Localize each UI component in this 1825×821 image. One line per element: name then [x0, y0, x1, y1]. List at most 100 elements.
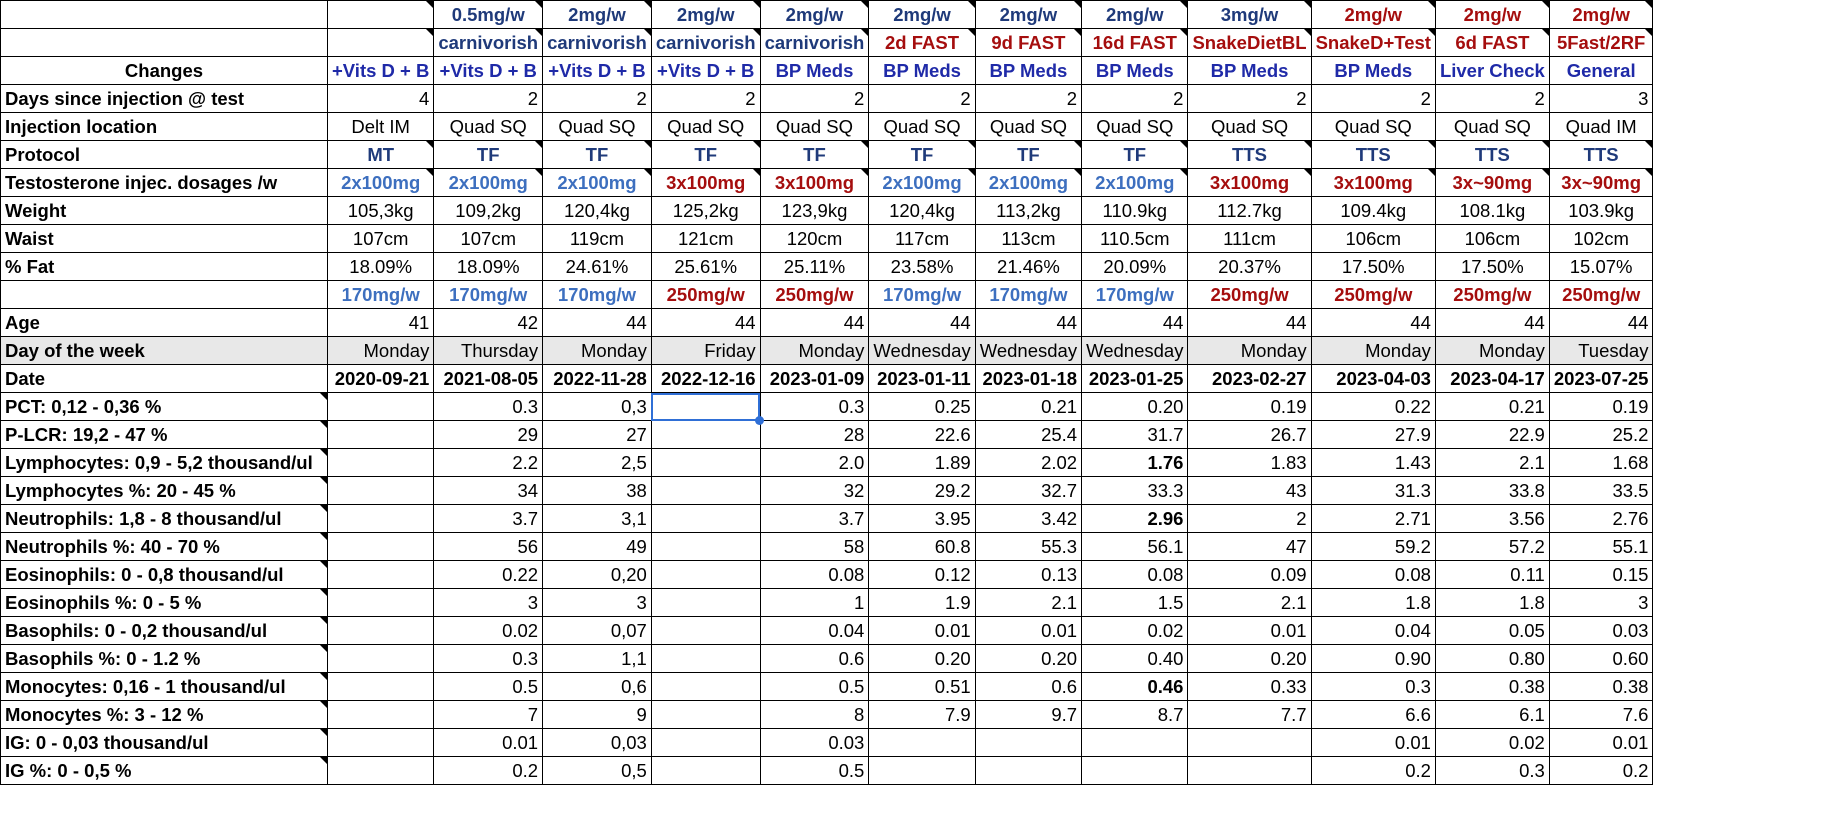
row-label[interactable]: Basophils %: 0 - 1.2 %: [0, 644, 328, 673]
table-cell[interactable]: 32.7: [974, 476, 1083, 505]
table-cell[interactable]: 33.3: [1081, 476, 1189, 505]
table-cell[interactable]: 0.19: [1548, 392, 1654, 421]
header-cell[interactable]: TF: [650, 140, 761, 169]
header-cell[interactable]: 109,2kg: [433, 196, 544, 225]
table-cell[interactable]: 2.96: [1081, 504, 1189, 533]
header-cell[interactable]: +Vits D + B: [542, 56, 652, 85]
table-cell[interactable]: [326, 616, 435, 645]
header-cell[interactable]: carnivorish: [433, 28, 544, 57]
table-cell[interactable]: 0.3: [1310, 672, 1436, 701]
table-cell[interactable]: 3: [433, 588, 544, 617]
table-cell[interactable]: 0.20: [1187, 644, 1312, 673]
header-cell[interactable]: 9d FAST: [974, 28, 1083, 57]
header-cell[interactable]: 117cm: [868, 224, 976, 253]
header-cell[interactable]: 250mg/w: [1187, 280, 1312, 309]
table-cell[interactable]: [650, 756, 761, 785]
header-cell[interactable]: 2mg/w: [650, 0, 761, 29]
header-cell[interactable]: 2021-08-05: [433, 364, 544, 393]
header-cell[interactable]: 20.09%: [1081, 252, 1189, 281]
table-cell[interactable]: [868, 756, 976, 785]
table-cell[interactable]: 7.7: [1187, 700, 1312, 729]
header-cell[interactable]: 18.09%: [326, 252, 435, 281]
table-cell[interactable]: 0.01: [1548, 728, 1654, 757]
header-cell[interactable]: +Vits D + B: [433, 56, 544, 85]
header-cell[interactable]: 2022-11-28: [542, 364, 652, 393]
table-cell[interactable]: 27.9: [1310, 420, 1436, 449]
header-cell[interactable]: Quad SQ: [974, 112, 1083, 141]
header-cell[interactable]: 2020-09-21: [326, 364, 435, 393]
table-cell[interactable]: 9: [542, 700, 652, 729]
header-cell[interactable]: 44: [1434, 308, 1550, 337]
header-cell[interactable]: 4: [326, 84, 435, 113]
header-cell[interactable]: 2mg/w: [868, 0, 976, 29]
header-cell[interactable]: 121cm: [650, 224, 761, 253]
table-cell[interactable]: 1.5: [1081, 588, 1189, 617]
header-cell[interactable]: 103.9kg: [1548, 196, 1654, 225]
table-cell[interactable]: 2.02: [974, 448, 1083, 477]
header-cell[interactable]: 3: [1548, 84, 1654, 113]
table-cell[interactable]: 0.19: [1187, 392, 1312, 421]
table-cell[interactable]: 0.15: [1548, 560, 1654, 589]
table-cell[interactable]: 0.04: [759, 616, 870, 645]
table-cell[interactable]: 0.2: [433, 756, 544, 785]
header-cell[interactable]: 2022-12-16: [650, 364, 761, 393]
header-cell[interactable]: 44: [868, 308, 976, 337]
table-cell[interactable]: [650, 392, 761, 421]
header-cell[interactable]: 2d FAST: [868, 28, 976, 57]
header-cell[interactable]: 120,4kg: [868, 196, 976, 225]
header-cell[interactable]: BP Meds: [974, 56, 1083, 85]
row-label[interactable]: Lymphocytes %: 20 - 45 %: [0, 476, 328, 505]
header-cell[interactable]: TF: [974, 140, 1083, 169]
table-cell[interactable]: [326, 392, 435, 421]
table-cell[interactable]: 0.12: [868, 560, 976, 589]
table-cell[interactable]: [650, 448, 761, 477]
table-cell[interactable]: 1.9: [868, 588, 976, 617]
header-cell[interactable]: BP Meds: [1187, 56, 1312, 85]
header-cell[interactable]: 107cm: [326, 224, 435, 253]
header-cell[interactable]: 2mg/w: [1548, 0, 1654, 29]
header-cell[interactable]: 2023-07-25: [1548, 364, 1654, 393]
header-cell[interactable]: 6d FAST: [1434, 28, 1550, 57]
table-cell[interactable]: 33.5: [1548, 476, 1654, 505]
header-cell[interactable]: [326, 0, 435, 29]
row-label[interactable]: Testosterone injec. dosages /w: [0, 168, 328, 197]
header-cell[interactable]: 170mg/w: [1081, 280, 1189, 309]
table-cell[interactable]: 0.11: [1434, 560, 1550, 589]
row-label[interactable]: [0, 0, 328, 29]
table-cell[interactable]: 0.20: [974, 644, 1083, 673]
header-cell[interactable]: 44: [542, 308, 652, 337]
header-cell[interactable]: 44: [1187, 308, 1312, 337]
header-cell[interactable]: 170mg/w: [326, 280, 435, 309]
table-cell[interactable]: 25.2: [1548, 420, 1654, 449]
table-cell[interactable]: 0.80: [1434, 644, 1550, 673]
table-cell[interactable]: 57.2: [1434, 532, 1550, 561]
table-cell[interactable]: 8: [759, 700, 870, 729]
table-cell[interactable]: 0,6: [542, 672, 652, 701]
table-cell[interactable]: 1.83: [1187, 448, 1312, 477]
header-cell[interactable]: 17.50%: [1310, 252, 1436, 281]
header-cell[interactable]: 2mg/w: [1081, 0, 1189, 29]
row-label[interactable]: Days since injection @ test: [0, 84, 328, 113]
header-cell[interactable]: General: [1548, 56, 1654, 85]
header-cell[interactable]: 105,3kg: [326, 196, 435, 225]
header-cell[interactable]: 250mg/w: [1434, 280, 1550, 309]
table-cell[interactable]: 2.1: [974, 588, 1083, 617]
table-cell[interactable]: 0.01: [1187, 616, 1312, 645]
table-cell[interactable]: 0.05: [1434, 616, 1550, 645]
header-cell[interactable]: 16d FAST: [1081, 28, 1189, 57]
header-cell[interactable]: 2023-01-18: [974, 364, 1083, 393]
table-cell[interactable]: 29.2: [868, 476, 976, 505]
table-cell[interactable]: 55.1: [1548, 532, 1654, 561]
table-cell[interactable]: 0.6: [974, 672, 1083, 701]
header-cell[interactable]: 44: [974, 308, 1083, 337]
table-cell[interactable]: 58: [759, 532, 870, 561]
table-cell[interactable]: 43: [1187, 476, 1312, 505]
table-cell[interactable]: 31.3: [1310, 476, 1436, 505]
header-cell[interactable]: Thursday: [433, 336, 544, 365]
header-cell[interactable]: +Vits D + B: [326, 56, 435, 85]
header-cell[interactable]: SnakeDietBL: [1187, 28, 1312, 57]
table-cell[interactable]: 1,1: [542, 644, 652, 673]
table-cell[interactable]: 28: [759, 420, 870, 449]
header-cell[interactable]: 250mg/w: [759, 280, 870, 309]
table-cell[interactable]: 3.56: [1434, 504, 1550, 533]
